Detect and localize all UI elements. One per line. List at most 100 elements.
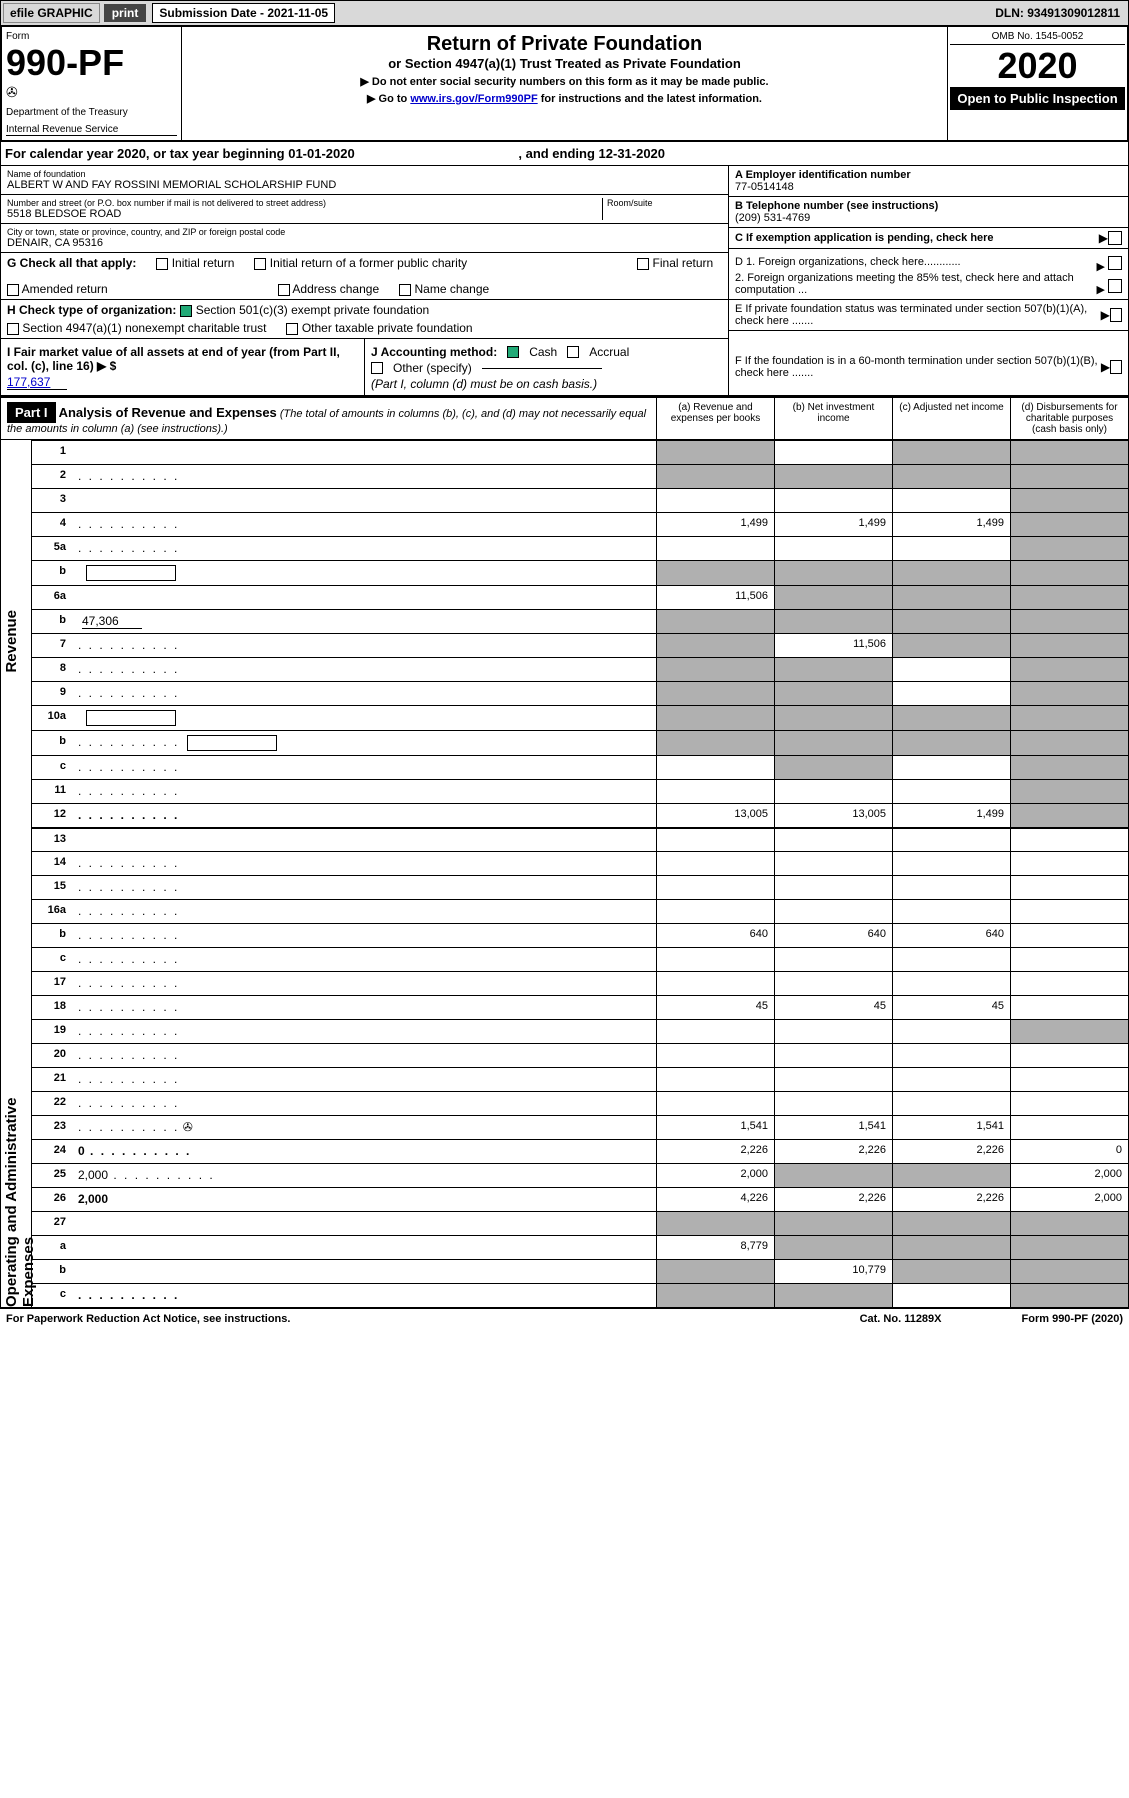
col-c	[892, 852, 1010, 875]
part1-title: Analysis of Revenue and Expenses	[59, 405, 277, 420]
h-other-checkbox[interactable]	[286, 323, 298, 335]
col-d-header: (d) Disbursements for charitable purpose…	[1010, 398, 1128, 439]
table-row: 11	[32, 779, 1128, 803]
col-c	[892, 706, 1010, 730]
col-b: 11,506	[774, 634, 892, 657]
attachment-icon[interactable]: ✇	[179, 1120, 192, 1134]
f-checkbox[interactable]	[1110, 360, 1122, 374]
c-checkbox[interactable]	[1108, 231, 1122, 245]
e-label: E If private foundation status was termi…	[735, 303, 1101, 327]
col-b-header: (b) Net investment income	[774, 398, 892, 439]
line-description	[72, 682, 656, 705]
col-d	[1010, 1044, 1128, 1067]
col-a: 45	[656, 996, 774, 1019]
i-value[interactable]: 177,637	[7, 375, 67, 390]
col-a	[656, 756, 774, 779]
col-b	[774, 1044, 892, 1067]
col-d	[1010, 610, 1128, 633]
col-d	[1010, 948, 1128, 971]
form-title: Return of Private Foundation	[188, 33, 941, 56]
col-b	[774, 972, 892, 995]
table-row: 20	[32, 1043, 1128, 1067]
header-left: Form 990-PF ✇ Department of the Treasury…	[2, 27, 182, 140]
line-description	[72, 1068, 656, 1091]
col-d	[1010, 852, 1128, 875]
table-row: 1213,00513,0051,499	[32, 803, 1128, 827]
col-a: 13,005	[656, 804, 774, 827]
irs-link[interactable]: www.irs.gov/Form990PF	[410, 93, 537, 105]
line-description	[72, 1020, 656, 1043]
table-row: 252,0002,0002,000	[32, 1163, 1128, 1187]
col-c: 1,499	[892, 804, 1010, 827]
initial-checkbox[interactable]	[156, 258, 168, 270]
e-checkbox[interactable]	[1110, 308, 1122, 322]
name-label: Name of foundation	[7, 169, 722, 179]
col-a: 8,779	[656, 1236, 774, 1259]
table-row: 22	[32, 1091, 1128, 1115]
line-description	[72, 513, 656, 536]
j-accrual-checkbox[interactable]	[567, 346, 579, 358]
line-number: 1	[32, 441, 72, 464]
j-cash-checkbox[interactable]	[507, 346, 519, 358]
col-b	[774, 948, 892, 971]
d2-label: 2. Foreign organizations meeting the 85%…	[735, 272, 1092, 296]
h-4947-checkbox[interactable]	[7, 323, 19, 335]
print-button[interactable]: print	[104, 4, 147, 22]
line-number: c	[32, 756, 72, 779]
g-label: G Check all that apply:	[7, 256, 136, 270]
table-row: 15	[32, 875, 1128, 899]
col-b	[774, 682, 892, 705]
instruction-1: ▶ Do not enter social security numbers o…	[188, 75, 941, 88]
line-number: 7	[32, 634, 72, 657]
col-d	[1010, 561, 1128, 585]
col-b	[774, 489, 892, 512]
j-other-checkbox[interactable]	[371, 362, 383, 374]
col-a	[656, 852, 774, 875]
d2-checkbox[interactable]	[1108, 279, 1122, 293]
col-d	[1010, 441, 1128, 464]
col-a	[656, 829, 774, 851]
col-b: 2,226	[774, 1140, 892, 1163]
top-bar: efile GRAPHIC print Submission Date - 20…	[0, 0, 1129, 26]
addr-change-checkbox[interactable]	[278, 284, 290, 296]
col-c: 45	[892, 996, 1010, 1019]
col-c	[892, 1284, 1010, 1307]
table-row: b47,306	[32, 609, 1128, 633]
line-number: 3	[32, 489, 72, 512]
initial-former-checkbox[interactable]	[254, 258, 266, 270]
name-change-checkbox[interactable]	[399, 284, 411, 296]
c-cell: C If exemption application is pending, c…	[729, 228, 1128, 249]
d1-checkbox[interactable]	[1108, 256, 1122, 270]
line-description: 2,000	[72, 1164, 656, 1187]
col-d	[1010, 1236, 1128, 1259]
col-d	[1010, 1260, 1128, 1283]
col-b	[774, 1068, 892, 1091]
col-a	[656, 900, 774, 923]
line-description	[72, 876, 656, 899]
line-description	[72, 658, 656, 681]
h-4947-label: Section 4947(a)(1) nonexempt charitable …	[22, 321, 266, 335]
col-b	[774, 561, 892, 585]
col-d	[1010, 996, 1128, 1019]
line-number: 11	[32, 780, 72, 803]
col-d	[1010, 804, 1128, 827]
col-c: 2,226	[892, 1188, 1010, 1211]
line-number: 18	[32, 996, 72, 1019]
col-d	[1010, 1116, 1128, 1139]
final-checkbox[interactable]	[637, 258, 649, 270]
line-number: 2	[32, 465, 72, 488]
foundation-city: DENAIR, CA 95316	[7, 237, 722, 249]
line-description	[72, 465, 656, 488]
initial-former-label: Initial return of a former public charit…	[270, 256, 467, 270]
j-accrual-label: Accrual	[589, 345, 629, 359]
col-c	[892, 1068, 1010, 1091]
efile-button[interactable]: efile GRAPHIC	[3, 3, 100, 23]
col-c	[892, 756, 1010, 779]
col-c	[892, 658, 1010, 681]
col-d	[1010, 1284, 1128, 1307]
h-501c3-checkbox[interactable]	[180, 305, 192, 317]
col-a	[656, 441, 774, 464]
line-number: 17	[32, 972, 72, 995]
line-number: 15	[32, 876, 72, 899]
amended-checkbox[interactable]	[7, 284, 19, 296]
